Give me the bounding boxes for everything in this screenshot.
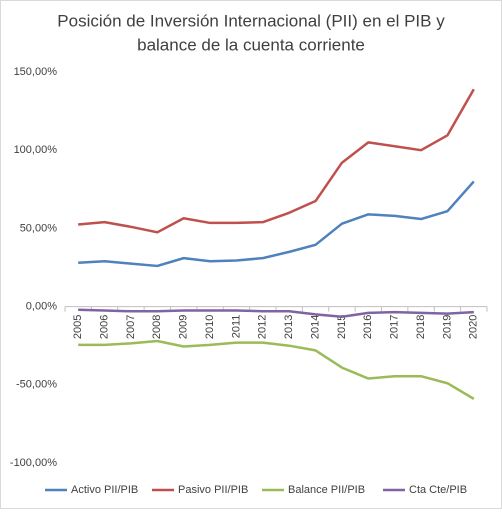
legend-label: Activo PII/PIB: [71, 484, 138, 496]
x-tick-label: 2014: [309, 315, 321, 339]
y-tick-label: -50,00%: [16, 379, 57, 391]
x-tick-label: 2018: [415, 315, 427, 339]
y-tick-label: 50,00%: [20, 222, 58, 234]
x-tick-label: 2007: [125, 315, 137, 339]
chart-title: balance de la cuenta corriente: [137, 35, 365, 54]
x-tick-label: 2011: [230, 315, 242, 339]
series-line: [78, 308, 474, 319]
legend-label: Cta Cte/PIB: [409, 484, 467, 496]
x-tick-label: 2016: [362, 315, 374, 339]
legend-label: Balance PII/PIB: [288, 484, 365, 496]
y-tick-label: -100,00%: [10, 457, 57, 469]
x-tick-label: 2005: [72, 315, 84, 339]
series-line: [78, 88, 475, 234]
x-tick-label: 2012: [257, 315, 269, 339]
y-tick-label: 0,00%: [26, 301, 57, 313]
x-tick-label: 2015: [336, 315, 348, 339]
x-tick-label: 2020: [468, 315, 480, 339]
x-tick-label: 2017: [389, 315, 401, 339]
series-line: [78, 180, 475, 268]
y-tick-label: 150,00%: [14, 66, 58, 78]
x-tick-label: 2006: [98, 315, 110, 339]
x-tick-label: 2008: [151, 315, 163, 339]
x-tick-label: 2010: [204, 315, 216, 339]
legend-label: Pasivo PII/PIB: [178, 484, 248, 496]
x-tick-label: 2009: [178, 315, 190, 339]
series-line: [78, 339, 475, 400]
chart-title: Posición de Inversión Internacional (PII…: [57, 11, 445, 30]
y-tick-label: 100,00%: [14, 144, 58, 156]
x-tick-label: 2013: [283, 315, 295, 339]
x-tick-label: 2019: [441, 315, 453, 339]
